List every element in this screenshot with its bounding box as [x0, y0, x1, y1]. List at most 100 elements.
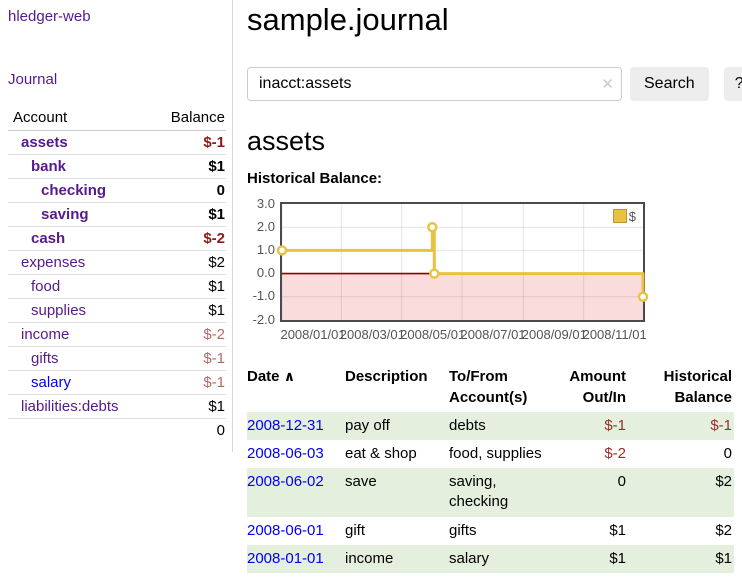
- y-tick-label: 3.0: [256, 195, 275, 211]
- account-row: saving $1: [8, 202, 226, 227]
- transaction-description: pay off: [345, 416, 390, 434]
- account-balance: $1: [149, 274, 226, 299]
- register-row: 2008-06-02 save saving, checking 0 $2: [247, 468, 734, 517]
- transaction-date-link[interactable]: 2008-06-02: [247, 473, 324, 491]
- sidebar: hledger-web Journal Account Balance asse…: [0, 0, 233, 452]
- chart-legend: $: [610, 207, 638, 225]
- account-balance: $1: [149, 394, 226, 419]
- y-tick-label: 0.0: [256, 265, 275, 281]
- account-row: supplies $1: [8, 298, 226, 323]
- legend-swatch-icon: [612, 209, 627, 224]
- transaction-date-link[interactable]: 2008-06-03: [247, 444, 324, 462]
- account-link-supplies[interactable]: supplies: [31, 302, 87, 319]
- x-tick-label: 2008/09/01: [521, 326, 587, 342]
- register-header-date: Date ∧: [247, 367, 296, 385]
- account-row: assets $-1: [8, 130, 226, 155]
- account-balance: 0: [149, 178, 226, 203]
- help-button[interactable]: ?: [723, 66, 742, 101]
- search-input[interactable]: [247, 66, 622, 101]
- account-link-saving[interactable]: saving: [41, 206, 89, 223]
- app-brand: hledger-web: [8, 8, 226, 26]
- account-row: bank $1: [8, 154, 226, 179]
- main-content: sample.journal ✕ Search ? assets Histori…: [233, 0, 742, 574]
- search-button[interactable]: Search: [630, 66, 709, 101]
- register-table: Date ∧ Description To/From Account(s) Am…: [247, 363, 734, 574]
- accounts-header-row: Account Balance: [8, 106, 226, 131]
- account-balance: $1: [149, 298, 226, 323]
- transaction-amount: 0: [617, 473, 626, 491]
- brand-link[interactable]: hledger-web: [8, 8, 91, 25]
- register-header-amount: Amount Out/In: [569, 367, 626, 406]
- balance-chart-svg: [276, 203, 649, 320]
- page-title: sample.journal: [247, 2, 449, 37]
- x-tick-label: 2008/01/01: [280, 326, 346, 342]
- clear-search-icon[interactable]: ✕: [601, 75, 614, 93]
- transaction-accounts: gifts: [449, 521, 477, 539]
- transaction-balance: 0: [723, 444, 732, 462]
- account-balance: $1: [149, 202, 226, 227]
- transaction-balance: $2: [715, 473, 732, 491]
- register-header-description: Description: [345, 367, 428, 385]
- y-tick-label: 2.0: [256, 218, 275, 234]
- register-row: 2008-12-31 pay off debts $-1 $-1: [247, 411, 734, 440]
- legend-label: $: [628, 208, 636, 224]
- historical-balance-chart: 3.0 2.0 1.0 0.0 -1.0 -2.0 $ 2008/01/01 2008/03…: [247, 196, 649, 347]
- transaction-accounts: food, supplies: [449, 444, 542, 462]
- account-link-checking[interactable]: checking: [41, 182, 107, 199]
- account-balance: $-2: [149, 322, 226, 347]
- x-tick-label: 2008/05/01: [400, 326, 466, 342]
- transaction-accounts: salary: [449, 549, 490, 567]
- nav-journal-link[interactable]: Journal: [8, 71, 58, 88]
- chart-x-axis: 2008/01/01 2008/03/01 2008/05/01 2008/07/01…: [280, 326, 646, 347]
- search-form: ✕ Search ?: [247, 66, 742, 101]
- y-tick-label: 1.0: [256, 242, 275, 258]
- account-balance: $-1: [149, 346, 226, 371]
- transaction-description: income: [345, 549, 394, 567]
- account-balance: $1: [149, 154, 226, 179]
- transaction-amount: $-1: [604, 416, 626, 434]
- y-tick-label: -2.0: [252, 311, 275, 327]
- transaction-balance: $-1: [710, 416, 732, 434]
- accounts-header-balance: Balance: [149, 106, 226, 131]
- account-link-liabilities-debts[interactable]: liabilities:debts: [21, 398, 119, 415]
- transaction-description: eat & shop: [345, 444, 417, 462]
- account-row: expenses $2: [8, 250, 226, 275]
- chart-plot-area[interactable]: $: [276, 201, 649, 322]
- register-header-balance: Historical Balance: [663, 367, 732, 406]
- transaction-accounts: saving, checking: [449, 473, 509, 511]
- account-balance: $-1: [149, 130, 226, 155]
- transaction-date-link[interactable]: 2008-12-31: [247, 416, 324, 434]
- chart-title: Historical Balance:: [247, 169, 383, 187]
- x-tick-label: 2008/03/01: [339, 326, 405, 342]
- transaction-date-link[interactable]: 2008-01-01: [247, 549, 324, 567]
- account-heading: assets: [247, 125, 326, 156]
- register-row: 2008-06-03 eat & shop food, supplies $-2…: [247, 440, 734, 468]
- x-tick-label: 2008/07/01: [460, 326, 526, 342]
- account-row: income $-2: [8, 322, 226, 347]
- sort-ascending-icon: ∧: [283, 367, 296, 384]
- transaction-amount: $-2: [604, 444, 626, 462]
- account-link-income[interactable]: income: [21, 326, 70, 343]
- transaction-amount: $1: [609, 549, 626, 567]
- register-row: 2008-01-01 income salary $1 $1: [247, 544, 734, 574]
- sidebar-nav: Journal: [8, 71, 226, 89]
- account-link-expenses[interactable]: expenses: [21, 254, 86, 271]
- accounts-header-account: Account: [8, 106, 150, 131]
- account-balance: $-2: [149, 226, 226, 251]
- y-tick-label: -1.0: [252, 288, 275, 304]
- transaction-balance: $2: [715, 521, 732, 539]
- account-row: liabilities:debts $1: [8, 394, 226, 419]
- transaction-date-link[interactable]: 2008-06-01: [247, 521, 324, 539]
- account-link-bank[interactable]: bank: [31, 158, 67, 175]
- register-header-accounts: To/From Account(s): [449, 367, 528, 406]
- account-row: food $1: [8, 274, 226, 299]
- account-link-cash[interactable]: cash: [31, 230, 66, 247]
- transaction-description: gift: [345, 521, 366, 539]
- account-link-assets[interactable]: assets: [21, 134, 68, 151]
- account-link-gifts[interactable]: gifts: [31, 350, 59, 367]
- register-header-row: Date ∧ Description To/From Account(s) Am…: [247, 363, 734, 412]
- account-link-salary[interactable]: salary: [31, 374, 72, 391]
- transaction-accounts: debts: [449, 416, 486, 434]
- accounts-total-value: 0: [149, 418, 226, 442]
- account-link-food[interactable]: food: [31, 278, 61, 295]
